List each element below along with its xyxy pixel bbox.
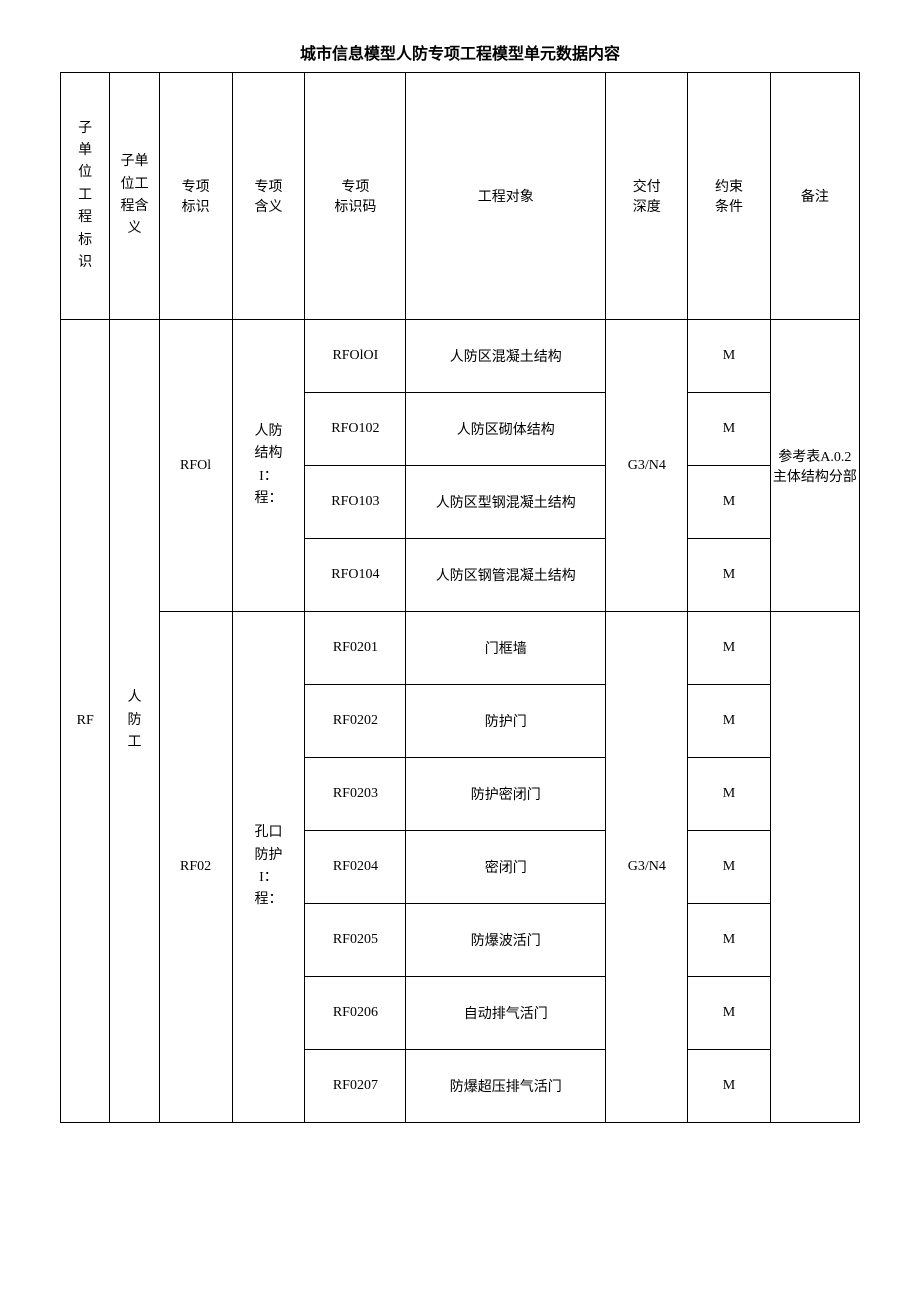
cell-code: RFO104 bbox=[305, 539, 406, 612]
data-table: 子单位工程标识 子单位工程含义 专项标识 专项含义 专项标识码 工程对象 交付深… bbox=[60, 72, 860, 1123]
cell-constraint: M bbox=[688, 320, 770, 393]
cell-constraint: M bbox=[688, 393, 770, 466]
col-header-code: 专项标识码 bbox=[305, 73, 406, 320]
cell-object: 人防区混凝土结构 bbox=[406, 320, 606, 393]
col-header-special-id: 专项标识 bbox=[159, 73, 232, 320]
cell-depth: G3/N4 bbox=[606, 320, 688, 612]
cell-code: RF0201 bbox=[305, 612, 406, 685]
cell-code: RF0204 bbox=[305, 831, 406, 904]
cell-object: 防护门 bbox=[406, 685, 606, 758]
col-header-constraint: 约束条件 bbox=[688, 73, 770, 320]
cell-constraint: M bbox=[688, 612, 770, 685]
col-header-remark: 备注 bbox=[770, 73, 859, 320]
cell-constraint: M bbox=[688, 904, 770, 977]
cell-object: 密闭门 bbox=[406, 831, 606, 904]
cell-special-id: RF02 bbox=[159, 612, 232, 1123]
page-title: 城市信息模型人防专项工程模型单元数据内容 bbox=[60, 40, 860, 64]
col-header-special-meaning: 专项含义 bbox=[232, 73, 305, 320]
cell-special-meaning: 孔口防护I：程： bbox=[232, 612, 305, 1123]
cell-object: 防爆波活门 bbox=[406, 904, 606, 977]
cell-remark: 参考表A.0.2主体结构分部 bbox=[770, 320, 859, 612]
cell-code: RFO103 bbox=[305, 466, 406, 539]
cell-object: 防护密闭门 bbox=[406, 758, 606, 831]
cell-sub-unit-id: RF bbox=[61, 320, 110, 1123]
cell-object: 自动排气活门 bbox=[406, 977, 606, 1050]
cell-object: 人防区型钢混凝土结构 bbox=[406, 466, 606, 539]
col-header-sub-unit-meaning: 子单位工程含义 bbox=[110, 73, 159, 320]
cell-remark bbox=[770, 612, 859, 1123]
col-header-object: 工程对象 bbox=[406, 73, 606, 320]
cell-code: RF0207 bbox=[305, 1050, 406, 1123]
cell-constraint: M bbox=[688, 685, 770, 758]
cell-sub-unit-meaning: 人防工 bbox=[110, 320, 159, 1123]
cell-constraint: M bbox=[688, 539, 770, 612]
col-header-depth: 交付深度 bbox=[606, 73, 688, 320]
cell-code: RF0203 bbox=[305, 758, 406, 831]
cell-depth: G3/N4 bbox=[606, 612, 688, 1123]
cell-constraint: M bbox=[688, 1050, 770, 1123]
table-row: RF02 孔口防护I：程： RF0201 门框墙 G3/N4 M bbox=[61, 612, 860, 685]
cell-special-id: RFOl bbox=[159, 320, 232, 612]
cell-code: RFOlOI bbox=[305, 320, 406, 393]
cell-code: RF0206 bbox=[305, 977, 406, 1050]
cell-code: RF0205 bbox=[305, 904, 406, 977]
cell-special-meaning: 人防结构I：程： bbox=[232, 320, 305, 612]
cell-object: 防爆超压排气活门 bbox=[406, 1050, 606, 1123]
cell-constraint: M bbox=[688, 466, 770, 539]
cell-constraint: M bbox=[688, 977, 770, 1050]
cell-code: RF0202 bbox=[305, 685, 406, 758]
col-header-sub-unit-id: 子单位工程标识 bbox=[61, 73, 110, 320]
cell-constraint: M bbox=[688, 758, 770, 831]
cell-object: 人防区砌体结构 bbox=[406, 393, 606, 466]
table-header-row: 子单位工程标识 子单位工程含义 专项标识 专项含义 专项标识码 工程对象 交付深… bbox=[61, 73, 860, 320]
cell-object: 人防区钢管混凝土结构 bbox=[406, 539, 606, 612]
cell-object: 门框墙 bbox=[406, 612, 606, 685]
cell-constraint: M bbox=[688, 831, 770, 904]
table-row: RF 人防工 RFOl 人防结构I：程： RFOlOI 人防区混凝土结构 G3/… bbox=[61, 320, 860, 393]
cell-code: RFO102 bbox=[305, 393, 406, 466]
